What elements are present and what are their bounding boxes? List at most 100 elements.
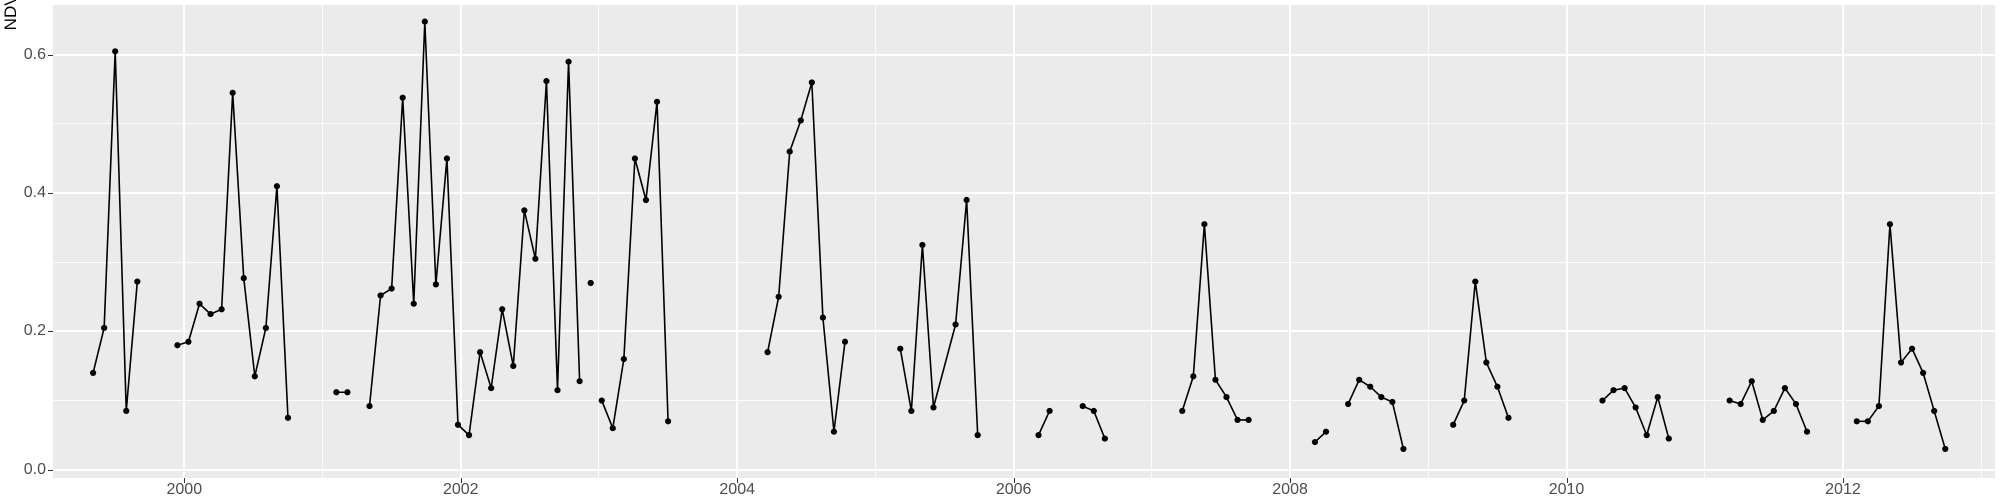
data-point — [664, 418, 672, 425]
gridline-major-vertical — [1012, 5, 1015, 478]
series-line-segment — [1347, 379, 1405, 450]
data-point — [1190, 373, 1197, 380]
data-point — [185, 338, 192, 345]
data-point — [1322, 428, 1330, 435]
x-axis-tick-mark — [460, 478, 462, 483]
data-point — [1632, 404, 1639, 411]
gridline-major-vertical — [736, 5, 739, 478]
data-point — [797, 117, 804, 124]
data-point — [620, 355, 627, 363]
data-point — [775, 293, 782, 300]
gridline-minor-horizontal — [53, 261, 1995, 263]
data-point — [1886, 221, 1894, 228]
data-point — [207, 311, 214, 318]
data-point — [89, 369, 97, 376]
series-line-segment — [766, 81, 846, 433]
data-point — [963, 196, 970, 204]
y-axis-tick-mark — [48, 331, 53, 333]
data-point — [510, 362, 517, 370]
data-point — [554, 387, 561, 394]
data-point — [1378, 393, 1385, 401]
data-point — [786, 148, 793, 155]
data-point — [1654, 393, 1661, 401]
data-point — [477, 349, 484, 356]
gridline-major-horizontal — [53, 53, 1995, 56]
data-point — [432, 281, 439, 288]
data-point — [974, 432, 981, 439]
data-point — [576, 378, 583, 385]
data-point — [1245, 416, 1252, 424]
data-point — [1908, 345, 1916, 352]
data-point — [499, 306, 506, 313]
data-point — [1389, 398, 1396, 406]
data-point — [443, 155, 451, 162]
x-axis-tick-mark — [184, 478, 186, 483]
data-point — [1212, 376, 1219, 383]
data-point — [830, 428, 838, 435]
data-point — [262, 324, 269, 332]
data-point — [565, 58, 572, 65]
data-point — [388, 285, 395, 292]
data-point — [1621, 385, 1628, 392]
gridline-minor-horizontal — [53, 123, 1995, 125]
y-axis-title: NDVI — [1, 0, 20, 31]
data-point — [1079, 402, 1086, 410]
data-point — [1920, 369, 1927, 376]
x-axis-tick-mark — [1013, 478, 1015, 483]
data-point — [930, 404, 937, 411]
data-point — [1367, 383, 1374, 390]
data-point — [377, 292, 384, 299]
data-point — [488, 385, 495, 392]
data-point — [454, 421, 462, 428]
data-point — [598, 397, 605, 404]
data-point — [543, 77, 550, 85]
data-point — [919, 241, 926, 249]
gridline-major-vertical — [459, 5, 462, 478]
data-point — [399, 94, 406, 101]
x-axis-tick-mark — [737, 478, 739, 483]
y-axis-tick-label: 0.0 — [23, 460, 46, 478]
data-point — [1931, 407, 1938, 415]
series-line-segment — [899, 199, 979, 436]
series-line-segment — [1728, 380, 1808, 433]
data-point — [1599, 397, 1606, 404]
data-point — [631, 155, 639, 162]
gridline-minor-horizontal — [53, 400, 1995, 402]
data-point — [1781, 385, 1789, 392]
data-point — [1853, 418, 1860, 425]
gridline-major-vertical — [1565, 5, 1568, 478]
data-point — [1356, 376, 1363, 383]
data-point — [1875, 402, 1882, 410]
data-point — [251, 373, 258, 380]
data-point — [196, 300, 203, 307]
gridline-minor-vertical — [322, 5, 324, 478]
gridline-minor-vertical — [874, 5, 876, 478]
data-point — [1345, 400, 1352, 408]
data-point — [1234, 416, 1241, 424]
data-point — [218, 306, 225, 313]
x-axis-tick-mark — [1290, 478, 1292, 483]
data-point — [366, 402, 373, 410]
data-point — [1748, 378, 1755, 385]
x-axis-tick-mark — [1566, 478, 1568, 483]
data-point — [1101, 435, 1108, 442]
data-point — [134, 278, 141, 285]
data-point — [653, 98, 661, 105]
data-point — [897, 345, 904, 352]
gridline-minor-vertical — [598, 5, 600, 478]
data-point — [229, 89, 236, 96]
x-axis-tick-mark — [1842, 478, 1844, 483]
data-point — [908, 407, 915, 415]
gridline-major-vertical — [1841, 5, 1844, 478]
data-point — [1505, 414, 1512, 421]
data-point — [1450, 421, 1457, 428]
data-point — [1179, 407, 1186, 415]
data-point — [1726, 397, 1733, 404]
data-point — [952, 321, 959, 328]
data-point — [123, 407, 130, 415]
y-axis-tick-label: 0.2 — [23, 322, 46, 340]
data-point — [841, 338, 849, 345]
data-point — [465, 432, 473, 439]
series-line-segment — [600, 101, 669, 430]
y-axis-tick-mark — [48, 54, 53, 56]
